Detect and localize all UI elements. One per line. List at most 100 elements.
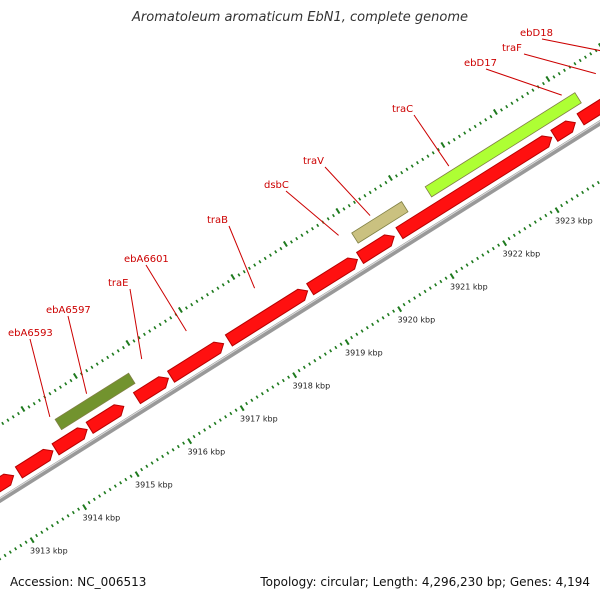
minor-tick [365,326,369,330]
tick-label: 3921 kbp [450,282,488,291]
minor-tick [481,253,485,257]
minor-tick [539,217,543,221]
gene-label: traE [108,278,128,289]
minor-tick [237,273,241,277]
major-tick [335,207,341,215]
minor-tick [205,293,209,297]
minor-tick [573,62,577,66]
minor-tick [373,187,377,191]
minor-tick [444,276,448,280]
minor-tick [274,250,278,254]
feature-bar-khaki [351,201,409,244]
gene-arrow [14,448,54,479]
gene-arrow [85,404,125,434]
genome-stats-text: Topology: circular; Length: 4,296,230 bp… [260,575,590,589]
minor-tick [103,491,107,495]
minor-tick [53,388,57,393]
minor-tick [245,401,249,406]
minor-tick [305,230,309,234]
gene-label: ebA6597 [46,305,91,316]
label-leader-line [324,166,371,216]
gene-label: ebA6601 [124,254,169,265]
minor-tick [384,180,388,185]
minor-tick [392,309,396,313]
minor-tick [447,141,451,145]
minor-tick [218,418,222,422]
backbone-highlight [0,120,600,499]
gene-arrow [306,257,359,296]
tick-label: 3922 kbp [502,249,540,258]
gene-arrow [132,376,170,405]
minor-tick [258,260,262,264]
minor-tick [402,302,406,307]
major-tick [29,537,35,544]
minor-tick [371,322,375,327]
gene-label: dsbC [264,180,289,191]
minor-tick [413,296,417,300]
minor-tick [276,382,280,386]
backbone-line [0,120,600,504]
gene-arrow [395,135,553,240]
minor-tick [428,286,432,290]
label-leader-line [228,225,256,289]
minor-tick [591,184,595,188]
minor-tick [184,306,188,310]
gene-arrow [550,120,576,142]
minor-tick [226,279,230,284]
major-tick [397,306,403,313]
label-leader-line [67,315,88,394]
minor-tick [87,500,91,505]
minor-tick [308,362,312,366]
minor-tick [381,316,385,320]
minor-tick [287,375,291,379]
minor-tick [137,335,141,340]
major-tick [282,240,288,248]
minor-tick [484,118,488,122]
minor-tick [169,316,173,320]
minor-tick [557,71,561,76]
major-tick [554,207,560,214]
minor-tick [224,415,228,419]
major-tick [449,273,455,280]
minor-tick [415,161,419,165]
minor-tick [37,398,41,403]
minor-tick [90,365,94,370]
minor-tick [523,227,527,231]
minor-tick [581,190,585,195]
minor-tick [108,487,112,492]
gene-arrow [576,98,600,126]
minor-tick [121,345,125,350]
minor-tick [132,339,136,343]
minor-tick [520,95,524,99]
minor-tick [505,104,509,109]
major-tick [82,504,88,511]
minor-tick [61,517,65,521]
minor-tick [452,137,456,142]
minor-tick [426,154,430,158]
minor-tick [552,75,556,79]
minor-tick [281,378,285,383]
minor-tick [153,326,157,330]
inner-tick-ruler: 3913 kbp 3914 kbp 3915 kbp 3916 kbp 3917 kbp… [0,180,600,561]
minor-tick [323,352,327,356]
minor-tick [208,425,212,429]
minor-tick [192,434,196,439]
minor-tick [161,454,165,459]
minor-tick [116,349,120,353]
minor-tick [533,220,537,224]
major-tick [440,141,446,149]
minor-tick [544,213,548,218]
minor-tick [24,540,28,544]
minor-tick [363,194,367,198]
minor-tick [499,108,503,112]
minor-tick [300,233,304,238]
gene-label: traV [303,156,324,167]
tick-label: 3923 kbp [555,216,593,225]
tick-label: 3917 kbp [240,414,278,423]
minor-tick [35,533,39,538]
gene-label: traB [207,215,228,226]
minor-tick [171,448,175,452]
minor-tick [1,421,5,426]
minor-tick [48,392,52,396]
